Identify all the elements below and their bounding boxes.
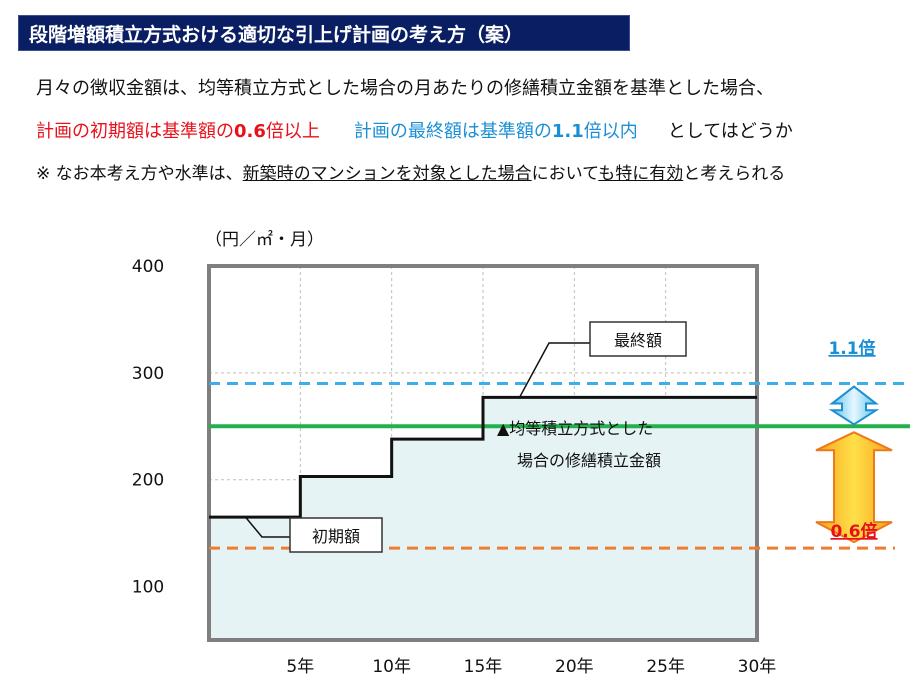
initial-ratio-value: 0.6	[234, 121, 266, 142]
initial-callout-leader	[244, 516, 290, 538]
step-plan-line	[209, 395, 757, 519]
y-tick-label: 200	[132, 471, 164, 491]
final-ratio-value: 1.1	[551, 121, 584, 142]
proposal-tail-text: としてはどうか	[667, 121, 793, 142]
y-tick-label: 400	[132, 257, 164, 277]
final-condition-suffix: 倍以内	[583, 121, 638, 142]
y-axis-label: （円／㎡・月）	[205, 230, 324, 250]
title-banner: 段階増額積立方式おける適切な引上げ計画の考え方（案）	[18, 15, 630, 51]
description-line-3: ※ なお本考え方や水準は、新築時のマンションを対象とした場合においても特に有効と…	[36, 159, 785, 184]
x-tick-label: 25年	[646, 657, 685, 677]
y-tick-label: 100	[132, 578, 164, 598]
x-tick-label: 30年	[738, 657, 777, 677]
initial-callout-box	[289, 517, 383, 553]
x-tick-label: 20年	[555, 657, 594, 677]
description-line-1: 月々の徴収金額は、均等積立方式とした場合の月あたりの修繕積立金額を基準とした場合…	[36, 78, 774, 99]
x-tick-label: 10年	[372, 657, 411, 677]
lower-ratio-arrow	[815, 431, 893, 544]
final-condition-text: 計画の最終額は基準額の1.1倍以内	[354, 121, 638, 142]
x-tick-label: 5年	[286, 657, 314, 677]
page-title: 段階増額積立方式おける適切な引上げ計画の考え方（案）	[29, 23, 524, 46]
initial-callout-label: 初期額	[312, 527, 360, 546]
note-suffix: と考えられる	[683, 164, 786, 184]
initial-condition-suffix: 倍以上	[265, 121, 320, 142]
initial-condition-text: 計画の初期額は基準額の0.6倍以上	[36, 121, 320, 142]
reference-label-line1: ▲均等積立方式とした	[497, 419, 653, 438]
area-fill	[209, 397, 757, 640]
plot-frame	[207, 264, 759, 642]
upper-ratio-label: 1.1倍	[828, 338, 875, 359]
final-callout-label: 最終額	[614, 331, 662, 350]
description-line-2: 計画の初期額は基準額の0.6倍以上 計画の最終額は基準額の1.1倍以内 としてはどう…	[36, 117, 793, 143]
final-callout-box	[589, 321, 687, 357]
note-prefix: ※ なお本考え方や水準は、	[36, 164, 243, 184]
lower-ratio-label: 0.6倍	[830, 521, 877, 542]
note-middle: において	[531, 164, 599, 184]
note-underlined-target: 新築時のマンションを対象とした場合	[242, 164, 532, 184]
note-underlined-effective: も特に有効	[598, 164, 684, 184]
initial-condition-prefix: 計画の初期額は基準額の	[36, 121, 234, 142]
upper-ratio-arrow	[828, 385, 880, 426]
x-tick-label: 15年	[464, 657, 503, 677]
y-tick-label: 300	[132, 364, 164, 384]
final-condition-prefix: 計画の最終額は基準額の	[353, 121, 552, 142]
reference-label-line2: 場合の修繕積立金額	[517, 451, 661, 470]
final-callout-leader	[518, 342, 590, 398]
